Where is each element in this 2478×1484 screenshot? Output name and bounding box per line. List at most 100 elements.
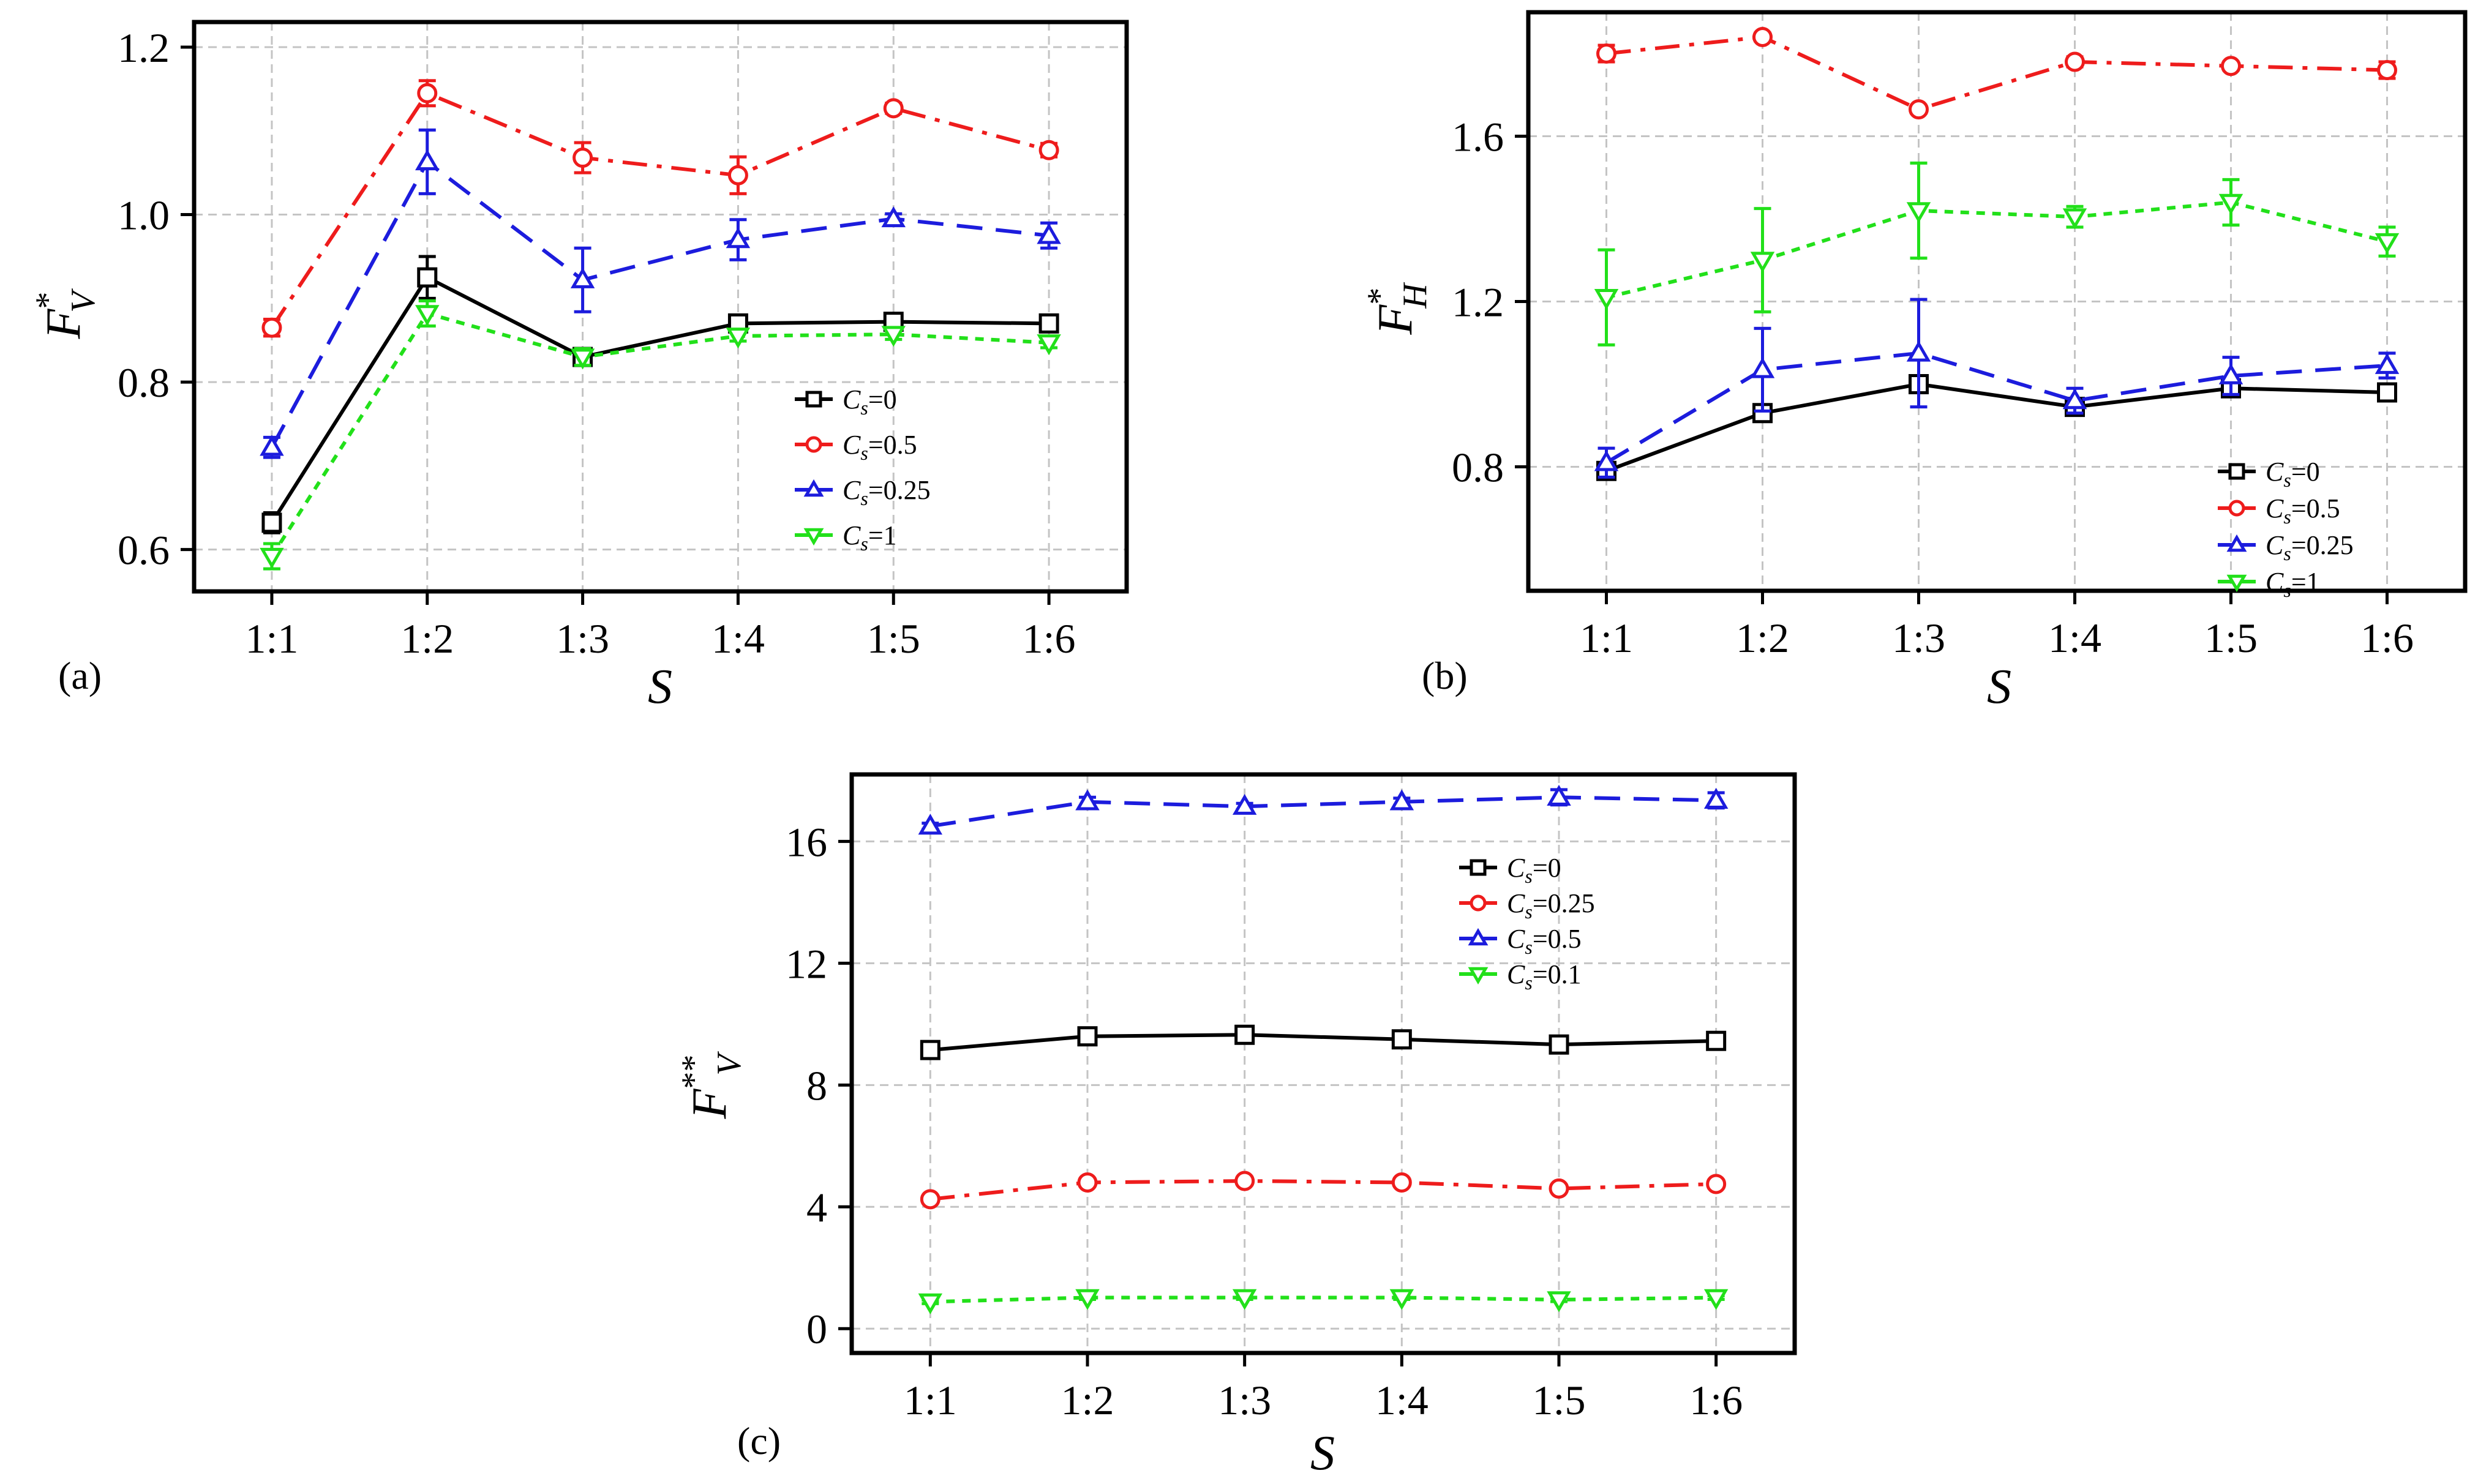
legend-item: Cs=0 — [2218, 457, 2320, 491]
x-tick-label: 1:1 — [904, 1377, 957, 1423]
series-line — [930, 1033, 1716, 1052]
data-point — [415, 305, 440, 326]
data-point — [570, 267, 595, 288]
y-axis-title: F**V — [675, 1051, 748, 1120]
y-tick-label: 0 — [806, 1306, 827, 1352]
data-point — [1706, 1174, 1727, 1194]
data-point — [726, 227, 751, 249]
data-point — [883, 98, 904, 119]
x-tick-label: 1:3 — [556, 615, 609, 662]
legend-item: Cs=0.25 — [1459, 888, 1595, 923]
data-point — [417, 267, 438, 288]
data-point — [415, 149, 440, 171]
data-point — [1391, 1029, 1412, 1050]
data-point — [918, 814, 943, 835]
panel-label: (b) — [1422, 654, 1468, 697]
data-point — [2377, 382, 2397, 403]
data-point — [2218, 193, 2243, 215]
legend-item: Cs=0.5 — [2218, 493, 2340, 528]
data-point — [1594, 289, 1619, 310]
data-point — [1547, 1291, 1571, 1313]
data-point — [726, 328, 751, 349]
y-axis-title: F*H — [1361, 282, 1434, 335]
x-axis-title: S — [1310, 1426, 1335, 1480]
data-point — [1038, 313, 1059, 334]
legend-label: Cs=1 — [843, 520, 897, 555]
data-point — [417, 83, 438, 103]
data-point — [1596, 43, 1616, 64]
data-point — [1752, 27, 1773, 47]
y-tick-label: 0.8 — [118, 359, 170, 406]
data-point — [1594, 450, 1619, 471]
series-line — [270, 311, 1049, 558]
series-line — [1605, 200, 2388, 299]
series-line — [270, 275, 1049, 524]
data-point — [920, 1189, 941, 1210]
plot-frame — [849, 772, 1797, 1355]
legend-item: Cs=0.1 — [1459, 959, 1582, 994]
data-point — [1038, 140, 1059, 160]
legend-label: Cs=0.25 — [843, 475, 931, 509]
data-point — [261, 512, 282, 533]
y-tick-label: 4 — [806, 1184, 827, 1231]
series-C_s=0.25 — [260, 128, 1061, 459]
x-tick-label: 1:6 — [2360, 615, 2414, 661]
y-axis-title: F*V — [29, 288, 102, 340]
data-point — [1077, 1172, 1098, 1193]
data-point — [1232, 793, 1257, 815]
legend-item: Cs=0 — [795, 384, 897, 419]
data-point — [727, 165, 748, 186]
data-point — [1549, 1178, 1569, 1199]
legend-label: Cs=0 — [843, 384, 897, 419]
series-line — [1606, 35, 2387, 111]
data-point — [918, 1293, 943, 1314]
x-tick-label: 1:1 — [1580, 615, 1633, 661]
series-line — [929, 795, 1716, 828]
data-point — [920, 1040, 941, 1060]
legend-label: Cs=1 — [2266, 567, 2320, 601]
y-tick-label: 1.0 — [118, 192, 170, 239]
legend-label: Cs=0.5 — [2266, 493, 2340, 528]
legend-item: Cs=0.25 — [795, 475, 931, 509]
data-point — [1703, 1289, 1729, 1310]
legend-label: Cs=0.5 — [1507, 924, 1582, 958]
legend-label: Cs=0.25 — [1507, 888, 1595, 923]
series-C_s=1 — [1594, 161, 2400, 347]
data-point — [570, 348, 595, 370]
y-tick-label: 1.6 — [1452, 114, 1504, 160]
legend-label: Cs=0.5 — [843, 430, 917, 464]
data-point — [881, 326, 906, 347]
series-C_s=0.1 — [918, 1289, 1729, 1314]
series-line — [270, 91, 1049, 329]
x-tick-label: 1:6 — [1023, 615, 1076, 662]
data-point — [1037, 223, 1061, 244]
x-tick-label: 1:5 — [2204, 615, 2258, 661]
legend-label: Cs=0.1 — [1507, 959, 1582, 994]
x-tick-label: 1:4 — [1375, 1377, 1429, 1423]
legend-item: Cs=0 — [1459, 853, 1561, 887]
y-tick-label: 16 — [786, 819, 827, 865]
data-point — [1232, 1289, 1257, 1310]
x-tick-label: 1:4 — [2048, 615, 2101, 661]
data-point — [1909, 99, 1929, 120]
x-tick-label: 1:3 — [1892, 615, 1945, 661]
data-point — [1075, 789, 1100, 811]
x-tick-label: 1:5 — [1533, 1377, 1586, 1423]
x-axis-title: S — [648, 660, 672, 714]
x-tick-label: 1:6 — [1689, 1377, 1743, 1423]
x-tick-label: 1:4 — [711, 615, 765, 662]
data-point — [1706, 1030, 1727, 1051]
data-point — [2221, 56, 2241, 77]
data-point — [1234, 1171, 1255, 1191]
series-line — [930, 1295, 1716, 1304]
x-tick-label: 1:3 — [1218, 1377, 1271, 1423]
legend-item: Cs=1 — [795, 520, 897, 555]
legend-item: Cs=1 — [2218, 567, 2320, 601]
data-point — [2375, 353, 2400, 374]
series-line — [1605, 382, 2387, 473]
x-tick-label: 1:1 — [245, 615, 298, 662]
